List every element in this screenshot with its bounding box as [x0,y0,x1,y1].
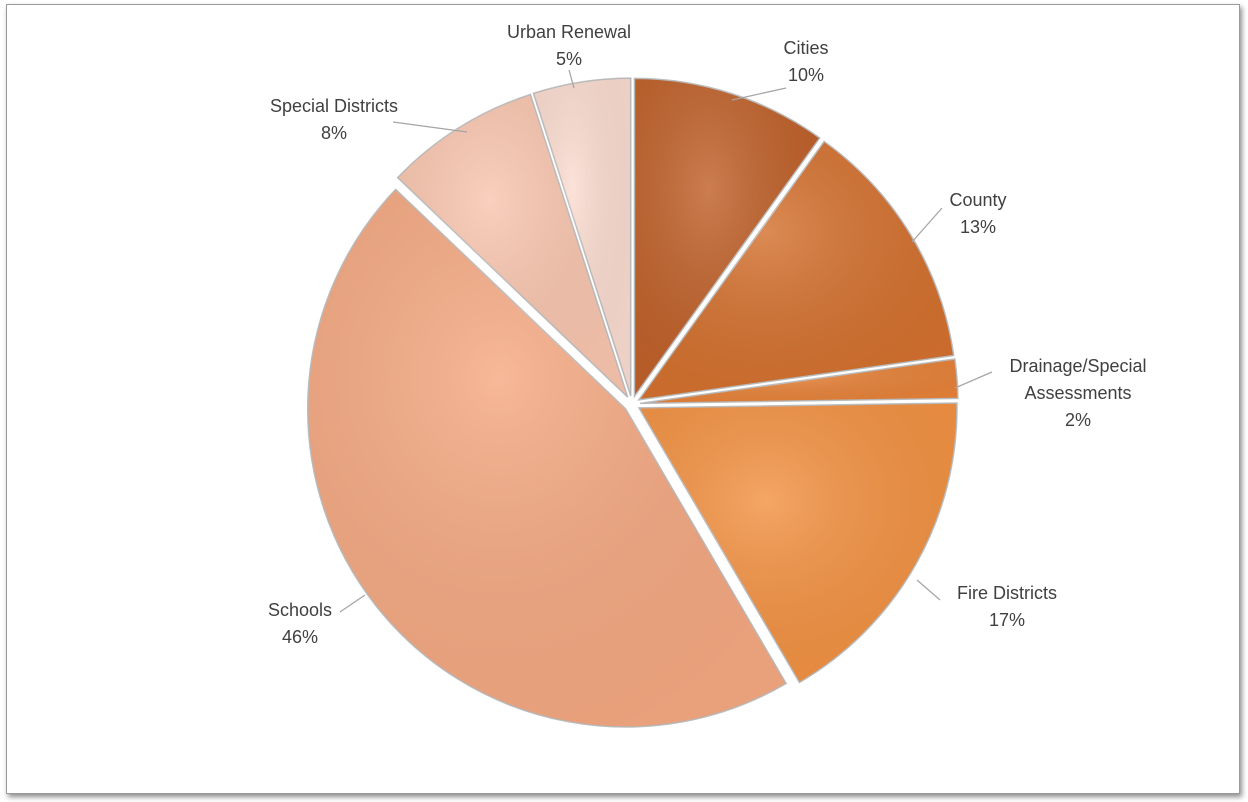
data-label-drainage-special-assessments: Drainage/Special Assessments 2% [1009,356,1146,430]
leader-line-schools [339,594,366,613]
data-label-percent: 46% [282,627,318,647]
data-label-percent: 5% [556,49,582,69]
data-label-special-districts: Special Districts 8% [270,96,398,143]
leader-line-drainage-special-assessments [954,371,993,389]
data-label-county: County 13% [949,190,1006,237]
data-label-category: Special Districts [270,96,398,116]
data-label-category: County [949,190,1006,210]
data-label-percent: 17% [989,610,1025,630]
pie-slice-shading [307,189,787,727]
data-label-category: Fire Districts [957,583,1057,603]
leader-line-cities [731,87,787,101]
data-label-category: Cities [783,38,828,58]
data-label-cities: Cities 10% [783,38,828,85]
pie-slice-shading [397,94,628,398]
data-label-percent: 10% [788,65,824,85]
data-label-fire-districts: Fire Districts 17% [957,583,1057,630]
leader-line-special-districts [392,121,468,133]
data-label-category: Assessments [1024,383,1131,403]
pie-slice-shading [533,78,631,397]
data-label-urban-renewal: Urban Renewal 5% [507,22,631,69]
data-label-category: Urban Renewal [507,22,631,42]
data-label-percent: 2% [1065,410,1091,430]
leader-line-fire-districts [916,579,941,601]
pie-slice-shading [639,359,958,404]
data-label-category: Drainage/Special [1009,356,1146,376]
data-label-percent: 8% [321,123,347,143]
data-label-category: Schools [268,600,332,620]
leader-line-urban-renewal [568,69,575,89]
pie-slice-shading [634,78,820,397]
pie-slice-shading [638,402,957,683]
pie-slice-shading [638,141,954,400]
leader-line-county [911,207,943,243]
data-label-percent: 13% [960,217,996,237]
data-label-schools: Schools 46% [268,600,332,647]
